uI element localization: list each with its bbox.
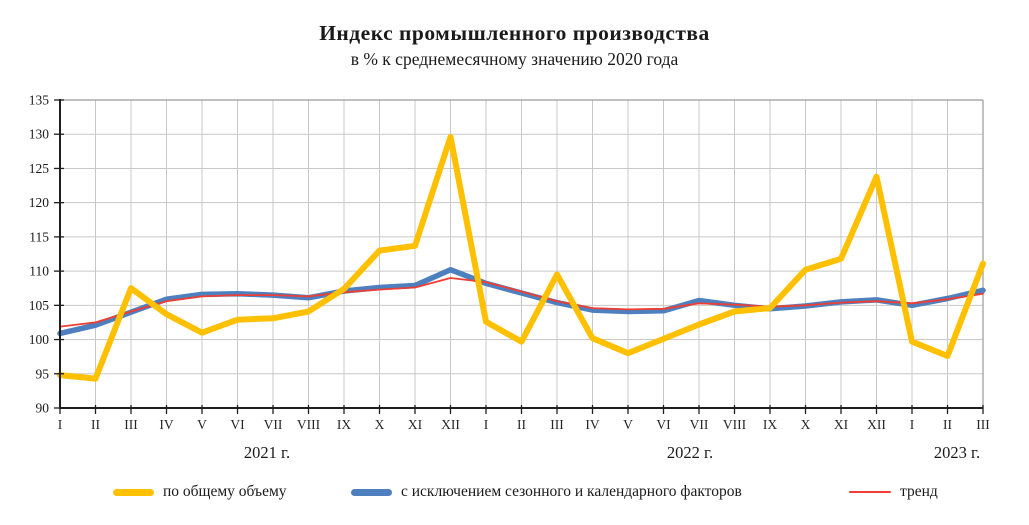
x-tick-label: II: [91, 417, 100, 432]
chart-subtitle: в % к среднемесячному значению 2020 года: [350, 49, 679, 69]
y-tick-label: 100: [29, 332, 50, 347]
y-tick-label: 135: [29, 93, 50, 108]
x-tick-label: V: [197, 417, 207, 432]
x-tick-label: III: [976, 417, 990, 432]
x-tick-label: VI: [230, 417, 245, 432]
x-tick-label: IV: [159, 417, 173, 432]
y-tick-label: 90: [36, 401, 50, 416]
legend-item-trend: тренд: [849, 482, 938, 502]
y-tick-label: 110: [29, 264, 49, 279]
x-tick-label: II: [943, 417, 952, 432]
x-tick-label: I: [484, 417, 489, 432]
y-tick-label: 125: [29, 161, 50, 176]
legend-label-total-volume: по общему объему: [163, 483, 287, 500]
x-tick-label: IV: [585, 417, 599, 432]
trend-line-swatch-icon: [849, 490, 891, 494]
x-tick-label: X: [375, 417, 385, 432]
legend-item-seasonally-adjusted: с исключением сезонного и календарного ф…: [351, 482, 742, 502]
year-label-2021: 2021 г.: [243, 443, 291, 462]
legend-item-total-volume: по общему объему: [113, 482, 287, 502]
series-line: [59, 277, 984, 328]
x-tick-label: IX: [337, 417, 351, 432]
total-volume-line-swatch-icon: [113, 488, 154, 496]
y-tick-label: 130: [29, 127, 50, 142]
x-tick-label: XII: [441, 417, 460, 432]
x-tick-label: VII: [690, 417, 709, 432]
x-tick-label: V: [623, 417, 633, 432]
y-tick-label: 120: [29, 195, 50, 210]
x-tick-label: IX: [763, 417, 777, 432]
series-line: [57, 134, 986, 382]
seasonally-adjusted-line-swatch-icon: [351, 488, 392, 496]
x-tick-label: XII: [867, 417, 886, 432]
x-tick-label: VIII: [723, 417, 747, 432]
legend-label-trend: тренд: [900, 483, 938, 500]
x-tick-label: VI: [656, 417, 671, 432]
x-tick-label: I: [58, 417, 63, 432]
x-tick-label: III: [124, 417, 138, 432]
legend-label-seasonally-adjusted: с исключением сезонного и календарного ф…: [401, 483, 742, 500]
x-tick-label: II: [517, 417, 526, 432]
x-tick-label: III: [550, 417, 564, 432]
year-label-2023: 2023 г.: [933, 443, 981, 462]
x-tick-label: XI: [834, 417, 849, 432]
x-tick-label: VIII: [297, 417, 321, 432]
x-tick-label: XI: [408, 417, 423, 432]
year-label-2022: 2022 г.: [666, 443, 714, 462]
x-tick-label: I: [910, 417, 915, 432]
chart-title: Индекс промышленного производства: [319, 21, 710, 45]
chart-legend: по общему объему с исключением сезонного…: [0, 482, 1029, 506]
x-tick-label: X: [801, 417, 811, 432]
y-tick-label: 105: [29, 298, 50, 313]
y-tick-label: 95: [36, 366, 50, 381]
y-tick-label: 115: [29, 229, 49, 244]
x-tick-label: VII: [264, 417, 283, 432]
